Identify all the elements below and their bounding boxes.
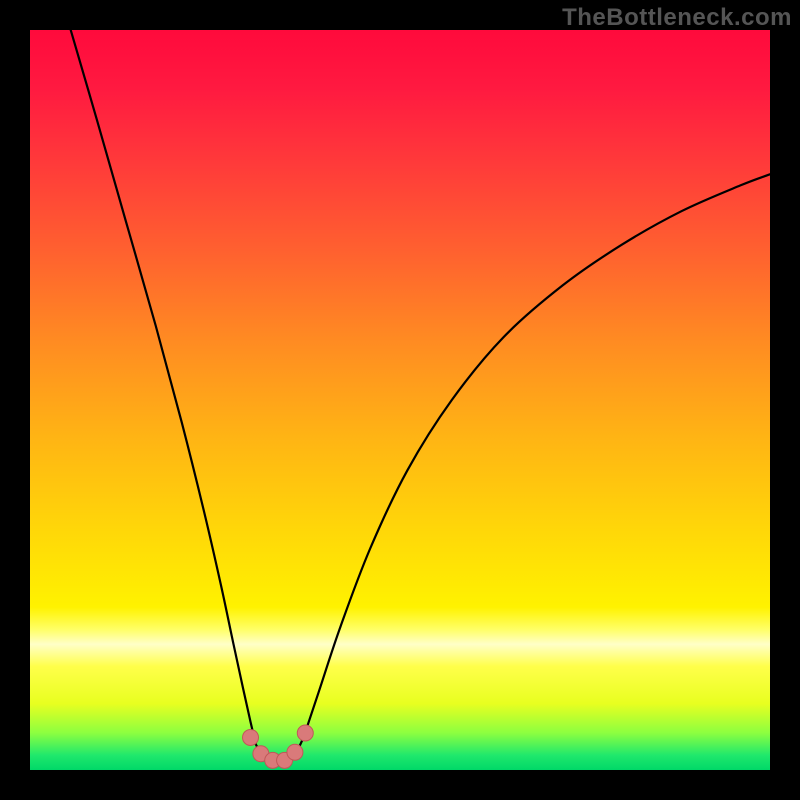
trough-marker bbox=[287, 744, 303, 760]
bottleneck-curve bbox=[71, 30, 770, 763]
plot-area bbox=[30, 30, 770, 770]
watermark-label: TheBottleneck.com bbox=[562, 4, 792, 32]
curve-right-branch bbox=[304, 174, 770, 736]
trough-marker bbox=[297, 725, 313, 741]
trough-marker bbox=[243, 729, 259, 745]
trough-markers bbox=[243, 725, 314, 768]
chart-frame: TheBottleneck.com bbox=[0, 0, 800, 800]
curve-layer bbox=[30, 30, 770, 770]
curve-left-branch bbox=[71, 30, 256, 744]
